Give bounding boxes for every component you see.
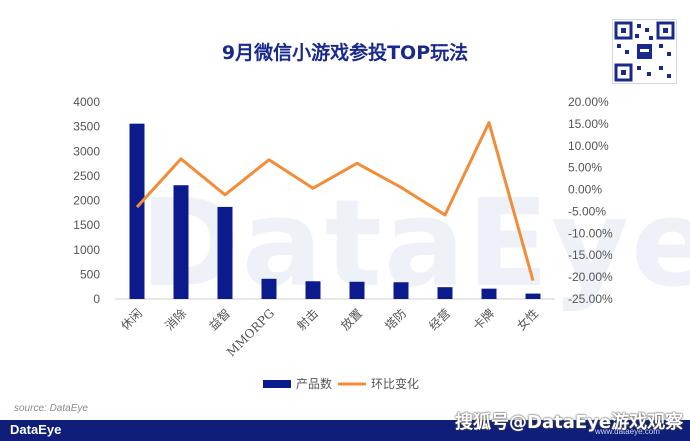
footer-url: www.dataeye.com	[595, 427, 660, 436]
series-line	[135, 121, 535, 282]
x-tick-label: MMORPG	[224, 306, 277, 359]
footer-brand: DataEye	[10, 422, 62, 437]
y-left-tick-label: 500	[80, 267, 100, 281]
x-tick-label: 益智	[206, 306, 234, 334]
y-right-tick-label: 0.00%	[568, 183, 602, 197]
x-tick-label: 女性	[514, 306, 542, 334]
bar	[481, 288, 497, 299]
y-right-tick-label: -10.00%	[568, 226, 613, 240]
bar	[129, 123, 145, 299]
x-tick-label: 塔防	[382, 306, 410, 334]
source-note: source: DataEye	[14, 403, 88, 414]
y-right-tick-label: 10.00%	[568, 139, 609, 153]
bar	[525, 293, 541, 299]
qr-code-icon	[612, 19, 677, 84]
bar-series	[129, 123, 541, 299]
y-right-tick-label: -15.00%	[568, 248, 613, 262]
qr-pattern	[614, 21, 675, 82]
publisher-watermark: 搜狐号@DataEye游戏观察	[455, 412, 684, 433]
x-tick-label: 经营	[426, 306, 453, 333]
bar	[437, 287, 453, 299]
y-right-tick-label: -20.00%	[568, 270, 613, 284]
bar	[349, 281, 365, 299]
legend-line-label: 环比变化	[371, 376, 419, 391]
y-right-tick-label: 15.00%	[568, 117, 609, 131]
line-series	[135, 121, 535, 282]
y-left-tick-label: 0	[93, 292, 100, 306]
y-left-tick-label: 4000	[73, 95, 100, 109]
y-left-tick-label: 2000	[73, 194, 100, 208]
x-tick-label: 休闲	[118, 306, 145, 333]
legend-bar-swatch	[263, 380, 291, 388]
y-left-tick-label: 2500	[73, 169, 100, 183]
bar	[261, 278, 277, 299]
y-right-tick-label: 20.00%	[568, 95, 609, 109]
y-left-tick-label: 3500	[73, 120, 100, 134]
bar	[217, 206, 233, 299]
y-left-tick-label: 1500	[73, 218, 100, 232]
y-right-tick-label: -25.00%	[568, 292, 613, 306]
footer-bar: DataEye www.dataeye.com	[0, 420, 690, 441]
bar	[305, 281, 321, 299]
y-left-tick-label: 1000	[73, 243, 100, 257]
x-tick-label: 放置	[338, 306, 366, 334]
y-axis-left: 0 500 1000 1500 2000 2500 3000 3500 4000	[73, 95, 100, 306]
y-left-tick-label: 3000	[73, 144, 100, 158]
y-axis-right: -25.00% -20.00% -15.00% -10.00% -5.00% 0.00% 5…	[568, 95, 613, 306]
chart-title: 9月微信小游戏参投TOP玩法	[221, 42, 469, 64]
bar	[393, 282, 409, 299]
legend: 产品数 环比变化	[263, 376, 419, 391]
x-tick-label: 射击	[294, 306, 322, 334]
legend-bar-label: 产品数	[296, 376, 332, 391]
x-tick-label: 消除	[162, 306, 190, 334]
y-right-tick-label: -5.00%	[568, 204, 606, 218]
bar	[173, 185, 189, 299]
y-right-tick-label: 5.00%	[568, 161, 602, 175]
x-tick-label: 卡牌	[470, 306, 497, 333]
